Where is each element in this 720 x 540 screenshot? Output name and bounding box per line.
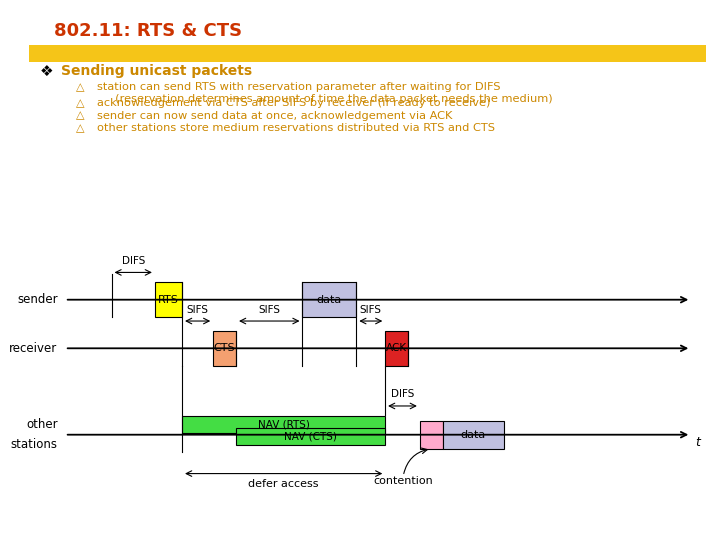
Text: NAV (CTS): NAV (CTS) <box>284 431 337 441</box>
Bar <box>182 416 385 433</box>
Text: DIFS: DIFS <box>122 256 145 266</box>
Text: stations: stations <box>11 438 58 451</box>
Text: other stations store medium reservations distributed via RTS and CTS: other stations store medium reservations… <box>97 123 495 133</box>
Bar <box>443 421 504 449</box>
Text: RTS: RTS <box>158 295 179 305</box>
Text: receiver: receiver <box>9 342 58 355</box>
Text: DIFS: DIFS <box>391 389 414 400</box>
Text: △: △ <box>76 82 84 92</box>
Text: station can send RTS with reservation parameter after waiting for DIFS
     (res: station can send RTS with reservation pa… <box>97 82 553 104</box>
Bar <box>236 428 385 445</box>
Bar <box>302 282 356 317</box>
Text: SIFS: SIFS <box>360 305 382 314</box>
Text: △: △ <box>76 123 84 133</box>
Bar <box>213 330 236 366</box>
Text: ACK: ACK <box>386 343 408 353</box>
Bar <box>29 45 706 62</box>
Bar <box>155 282 182 317</box>
Text: contention: contention <box>374 476 433 487</box>
Text: data: data <box>461 430 486 440</box>
Bar <box>385 330 408 366</box>
Text: △: △ <box>76 111 84 121</box>
Text: sender: sender <box>17 293 58 306</box>
Text: ❖: ❖ <box>40 64 53 79</box>
Text: defer access: defer access <box>248 479 319 489</box>
Bar <box>420 421 443 449</box>
Text: acknowledgement via CTS after SIFS by receiver (if ready to receive): acknowledgement via CTS after SIFS by re… <box>97 98 490 109</box>
Text: △: △ <box>76 98 84 109</box>
Text: sender can now send data at once, acknowledgement via ACK: sender can now send data at once, acknow… <box>97 111 453 121</box>
Text: SIFS: SIFS <box>258 305 280 314</box>
Text: NAV (RTS): NAV (RTS) <box>258 420 310 429</box>
Text: other: other <box>26 418 58 431</box>
Text: t: t <box>695 436 700 449</box>
Text: data: data <box>317 295 342 305</box>
Text: 802.11: RTS & CTS: 802.11: RTS & CTS <box>54 22 242 39</box>
Text: Sending unicast packets: Sending unicast packets <box>61 64 252 78</box>
Text: CTS: CTS <box>214 343 235 353</box>
Text: SIFS: SIFS <box>186 305 209 314</box>
